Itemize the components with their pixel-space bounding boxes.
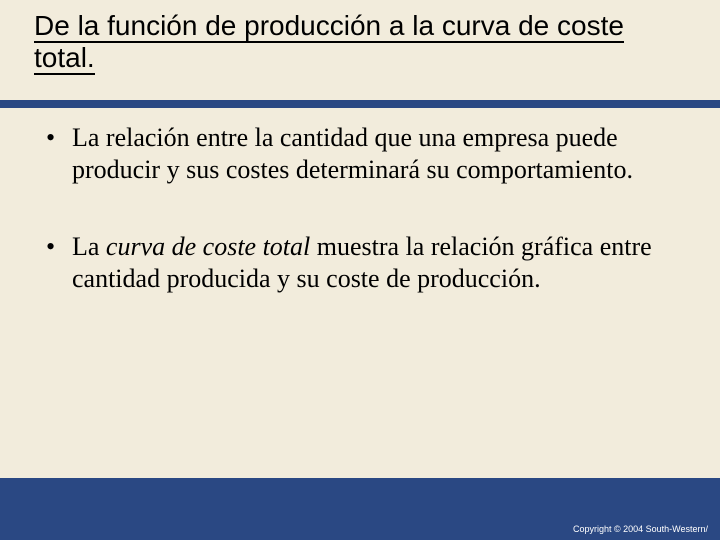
bullet-item: La relación entre la cantidad que una em…: [44, 122, 676, 185]
slide-title: De la función de producción a la curva d…: [34, 10, 686, 74]
content-area: La relación entre la cantidad que una em…: [0, 108, 720, 478]
bullet-item: La curva de coste total muestra la relac…: [44, 231, 676, 294]
copyright-footer: Copyright © 2004 South-Western/: [573, 524, 708, 534]
bullet-text-segment: curva de coste total: [106, 232, 310, 261]
bullet-list: La relación entre la cantidad que una em…: [44, 122, 676, 295]
bullet-text-segment: La: [72, 232, 106, 261]
slide: De la función de producción a la curva d…: [0, 0, 720, 540]
bullet-text-segment: La relación entre la cantidad que una em…: [72, 123, 633, 184]
title-area: De la función de producción a la curva d…: [0, 0, 720, 100]
copyright-text: Copyright © 2004 South-Western/: [573, 524, 708, 534]
slide-title-text: De la función de producción a la curva d…: [34, 10, 624, 75]
